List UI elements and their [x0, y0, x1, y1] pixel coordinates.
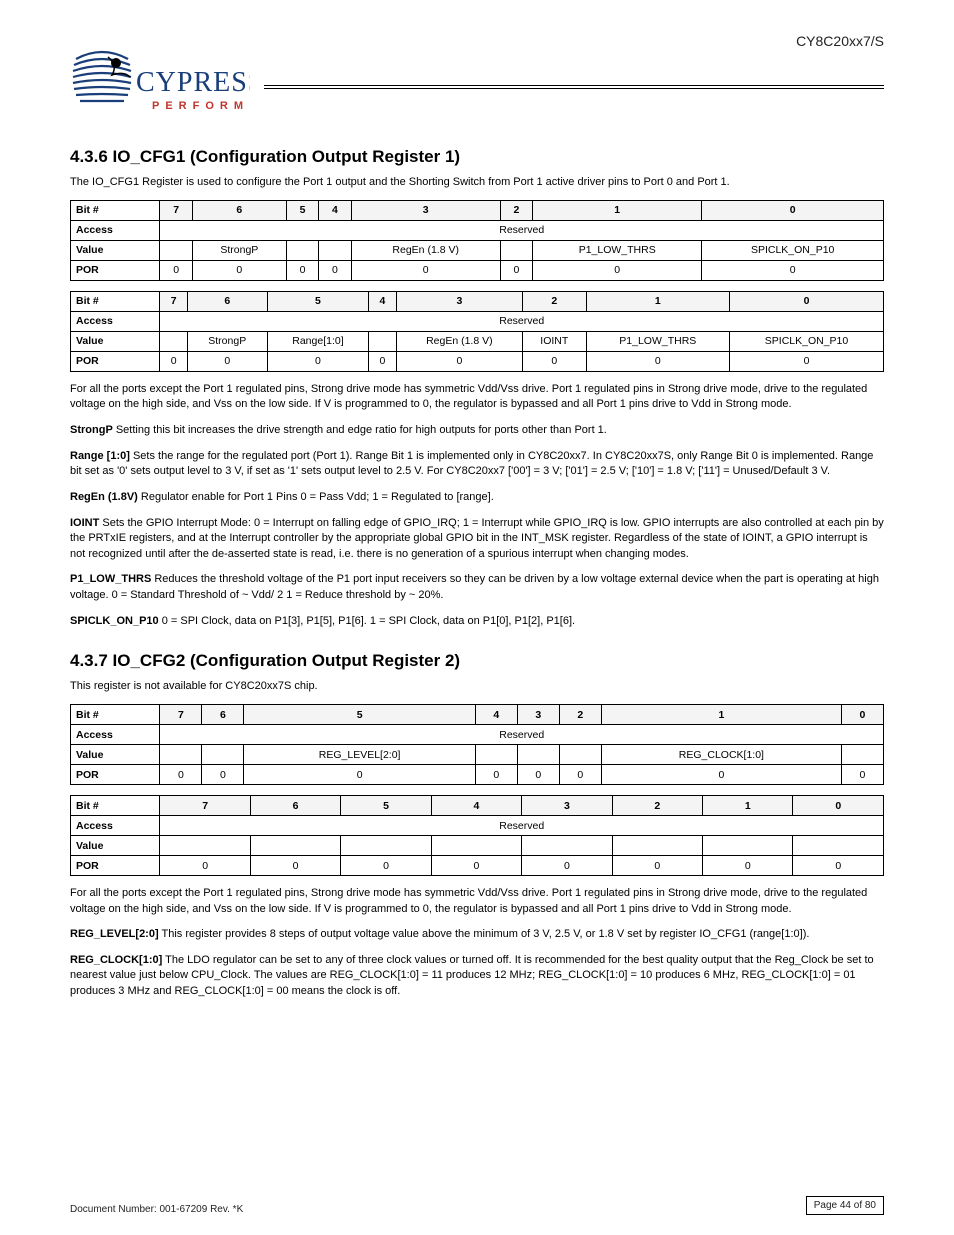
cypress-logo: CYPRESS PERFORM: [70, 35, 250, 117]
field-desc: REG_CLOCK[1:0] The LDO regulator can be …: [70, 953, 884, 1000]
field-desc: RegEn (1.8V) Regulator enable for Port 1…: [70, 490, 884, 506]
paragraph: For all the ports except the Port 1 regu…: [70, 382, 884, 413]
paragraph: For all the ports except the Port 1 regu…: [70, 886, 884, 917]
row-label: POR: [71, 260, 160, 280]
row-label: Bit #: [71, 200, 160, 220]
field-desc: SPICLK_ON_P10 0 = SPI Clock, data on P1[…: [70, 614, 884, 630]
row-label: Value: [71, 240, 160, 260]
row-label: Access: [71, 220, 160, 240]
register-table-1b: Bit # 7 6 5 4 3 2 1 0 Access Reserved Va…: [70, 291, 884, 372]
register-table-2b: Bit # 7 6 5 4 3 2 1 0 Access Reserved Va…: [70, 795, 884, 876]
header-rule: CY8C20xx7/S: [264, 35, 884, 117]
field-desc: REG_LEVEL[2:0] This register provides 8 …: [70, 927, 884, 943]
register-table-1a: Bit # 7 6 5 4 3 2 1 0 Access Reserved Va…: [70, 200, 884, 281]
section-desc-1: The IO_CFG1 Register is used to configur…: [70, 175, 884, 190]
field-desc: Range [1:0] Sets the range for the regul…: [70, 449, 884, 480]
register-table-2a: Bit # 7 6 5 4 3 2 1 0 Access Reserved Va…: [70, 704, 884, 785]
section-title-2: 4.3.7 IO_CFG2 (Configuration Output Regi…: [70, 651, 884, 671]
page-header: CYPRESS PERFORM CY8C20xx7/S: [70, 35, 884, 117]
section-title-1: 4.3.6 IO_CFG1 (Configuration Output Regi…: [70, 147, 884, 167]
page-footer: Document Number: 001-67209 Rev. *K Page …: [70, 1196, 884, 1215]
document-number: Document Number: 001-67209 Rev. *K: [70, 1204, 243, 1215]
field-desc: P1_LOW_THRS Reduces the threshold voltag…: [70, 572, 884, 603]
page-number: Page 44 of 80: [806, 1196, 884, 1215]
svg-text:CYPRESS: CYPRESS: [136, 67, 250, 98]
field-desc: IOINT Sets the GPIO Interrupt Mode: 0 = …: [70, 516, 884, 563]
field-desc: StrongP Setting this bit increases the d…: [70, 423, 884, 439]
part-number: CY8C20xx7/S: [796, 33, 884, 49]
section-desc-2: This register is not available for CY8C2…: [70, 679, 884, 694]
svg-text:PERFORM: PERFORM: [152, 100, 249, 112]
